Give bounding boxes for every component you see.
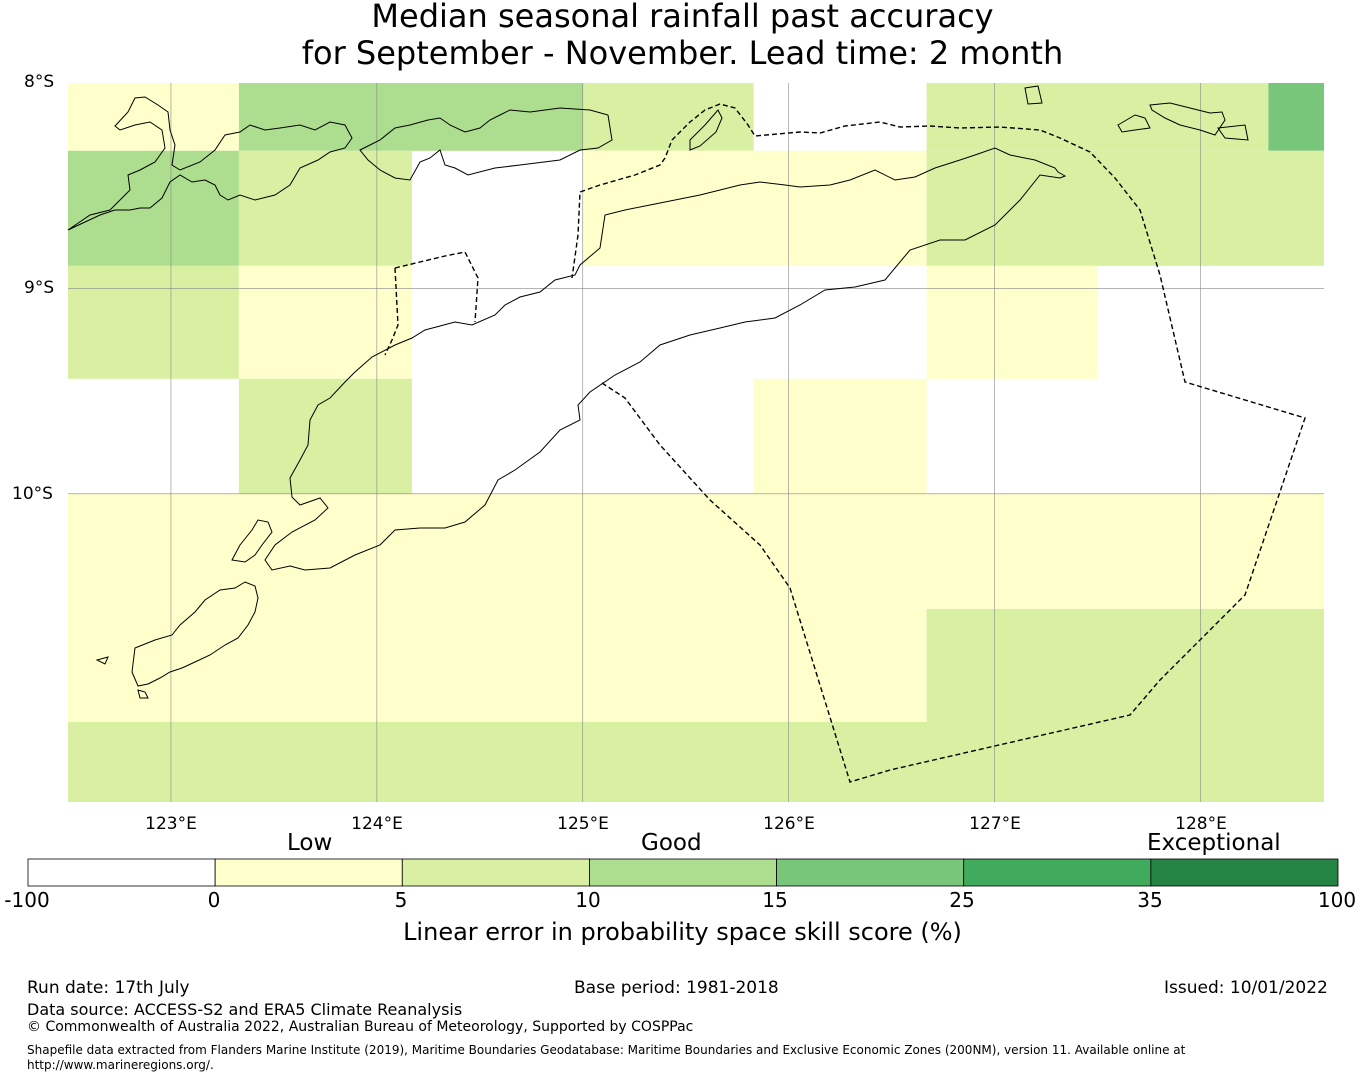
flores-island-outline (67, 96, 353, 231)
colorbar-segment (963, 858, 1152, 887)
skill-cells (68, 83, 1324, 802)
skill-cell (926, 608, 1324, 722)
lat-label: 8°S (24, 72, 55, 92)
skill-cell (238, 378, 412, 494)
small-island-outline (1217, 124, 1249, 141)
run-date: Run date: 17th July (27, 978, 190, 998)
colorbar-axis-label: Linear error in probability space skill … (403, 918, 962, 946)
sumba-island-outline (95, 581, 259, 699)
colorbar-segment (401, 858, 590, 887)
oecusse-boundary-line (394, 251, 479, 323)
maritime-boundaries (384, 103, 1306, 783)
lon-label: 126°E (763, 814, 815, 834)
skill-cell (68, 493, 1324, 609)
base-period: Base period: 1981-2018 (574, 978, 779, 998)
colorbar-tick-label: -100 (4, 888, 50, 912)
graticule (68, 83, 1324, 802)
colorbar-tick-label: 25 (949, 888, 975, 912)
colorbar-category-low: Low (287, 830, 333, 856)
colorbar-tick-label: 0 (207, 888, 221, 912)
oecusse-boundary-line (384, 267, 399, 356)
skill-cell (1268, 83, 1324, 151)
skill-cell (68, 265, 239, 379)
shapefile-attribution: Shapefile data extracted from Flanders M… (27, 1043, 1186, 1072)
skill-cell (926, 150, 1324, 266)
colorbar-tick-label: 10 (575, 888, 601, 912)
skill-cell (926, 265, 1098, 379)
colorbar-segment (27, 858, 216, 887)
colorbar-tick-label: 35 (1137, 888, 1163, 912)
chart-title-line2: for September - November. Lead time: 2 m… (301, 34, 1064, 72)
data-source: Data source: ACCESS-S2 and ERA5 Climate … (27, 1000, 463, 1019)
atauro-island-outline (689, 109, 723, 151)
lat-label: 9°S (24, 278, 55, 298)
skill-cell (753, 378, 927, 494)
skill-cell (68, 721, 1324, 802)
small-island-outline (1117, 114, 1151, 133)
rote-island-outline (231, 519, 273, 563)
colorbar-segment (776, 858, 965, 887)
colorbar-segment (589, 858, 777, 887)
skill-cell (582, 83, 754, 151)
coastlines (67, 85, 1249, 699)
lon-label: 123°E (145, 814, 197, 834)
copyright-notice: © Commonwealth of Australia 2022, Austra… (27, 1019, 694, 1035)
skill-cell (238, 265, 412, 379)
skill-cell (68, 83, 239, 151)
timor-island-outline (264, 147, 1067, 571)
lon-label: 125°E (557, 814, 609, 834)
skill-cell (238, 150, 412, 266)
skill-cell (68, 608, 927, 722)
colorbar-tick-label: 100 (1317, 888, 1357, 912)
colorbar-category-exceptional: Exceptional (1147, 830, 1281, 856)
colorbar-segment (1150, 858, 1339, 887)
lat-label: 10°S (12, 484, 53, 504)
skill-cell (926, 83, 1269, 151)
lon-label: 128°E (1175, 814, 1227, 834)
colorbar-category-good: Good (641, 830, 702, 856)
chart-title-line1: Median seasonal rainfall past accuracy (371, 0, 994, 35)
alor-islands-outline (359, 107, 613, 181)
skill-cell (238, 83, 583, 151)
skill-cell (582, 150, 927, 266)
colorbar-segment (214, 858, 403, 887)
colorbar-tick-label: 15 (762, 888, 788, 912)
colorbar (27, 858, 1339, 887)
issued-date: Issued: 10/01/2022 (1164, 978, 1328, 998)
lon-label: 127°E (969, 814, 1021, 834)
lon-label: 124°E (351, 814, 403, 834)
colorbar-tick-label: 5 (394, 888, 408, 912)
skill-cell (68, 150, 239, 266)
eez-boundary-line (571, 103, 1306, 783)
small-island-outline (1024, 85, 1043, 105)
